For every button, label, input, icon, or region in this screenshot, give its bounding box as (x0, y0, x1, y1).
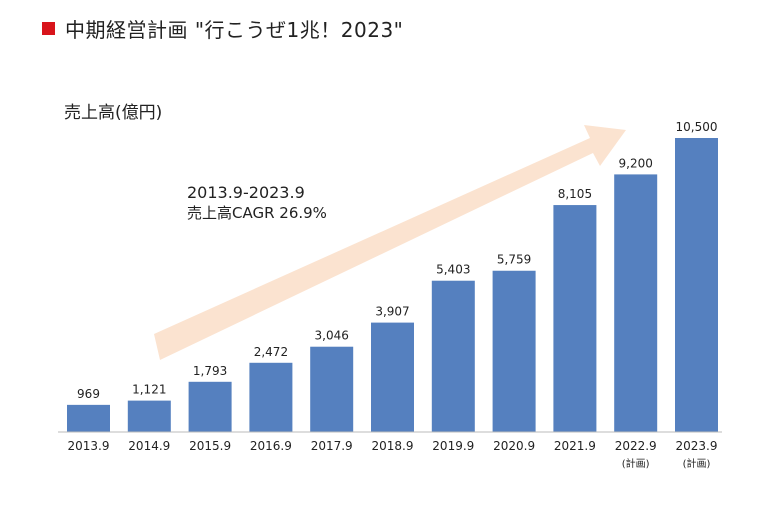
header: 中期経営計画 "行こうぜ1兆！2023" (42, 14, 403, 43)
x-tick-note: (計画) (622, 457, 650, 470)
value-label: 3,907 (375, 305, 409, 319)
x-tick-label: 2017.9 (311, 439, 353, 453)
y-axis-label: 売上高(億円) (64, 103, 162, 123)
x-tick-label: 2020.9 (493, 439, 535, 453)
value-label: 969 (77, 387, 100, 401)
annotation-cagr: 売上高CAGR 26.9% (187, 204, 327, 222)
red-square-icon (42, 22, 55, 35)
x-tick-label: 2013.9 (68, 439, 110, 453)
x-tick-label: 2014.9 (128, 439, 170, 453)
bar-2014.9 (127, 400, 171, 432)
value-label: 5,759 (497, 253, 531, 267)
value-label: 3,046 (315, 329, 349, 343)
annotation-period: 2013.9-2023.9 (187, 183, 305, 202)
x-tick-label: 2019.9 (432, 439, 474, 453)
page-title: 中期経営計画 "行こうぜ1兆！2023" (65, 18, 404, 42)
x-tick-note: (計画) (683, 457, 711, 470)
bar-2013.9 (67, 404, 110, 432)
trend-arrow (154, 125, 626, 360)
x-tick-label: 2018.9 (372, 439, 414, 453)
x-tick-label: 2016.9 (250, 439, 292, 453)
bar-2016.9 (249, 362, 293, 432)
bar-2022.9 (614, 174, 658, 432)
bar-2019.9 (431, 280, 475, 432)
bar-2023.9 (675, 138, 718, 432)
bar-2018.9 (371, 322, 414, 432)
bar-2020.9 (492, 270, 536, 432)
value-label: 8,105 (558, 187, 592, 201)
x-tick-label: 2023.9 (676, 439, 718, 453)
value-label: 9,200 (619, 156, 653, 170)
value-label: 1,121 (132, 383, 166, 397)
bar-2017.9 (310, 346, 354, 432)
value-label: 5,403 (436, 263, 470, 277)
value-label: 1,793 (193, 364, 227, 378)
x-tick-label: 2022.9 (615, 439, 657, 453)
bar-2021.9 (553, 205, 597, 432)
x-tick-label: 2021.9 (554, 439, 596, 453)
value-label: 2,472 (254, 345, 288, 359)
x-tick-label: 2015.9 (189, 439, 231, 453)
value-label: 10,500 (676, 120, 718, 134)
bar-2015.9 (188, 381, 232, 432)
